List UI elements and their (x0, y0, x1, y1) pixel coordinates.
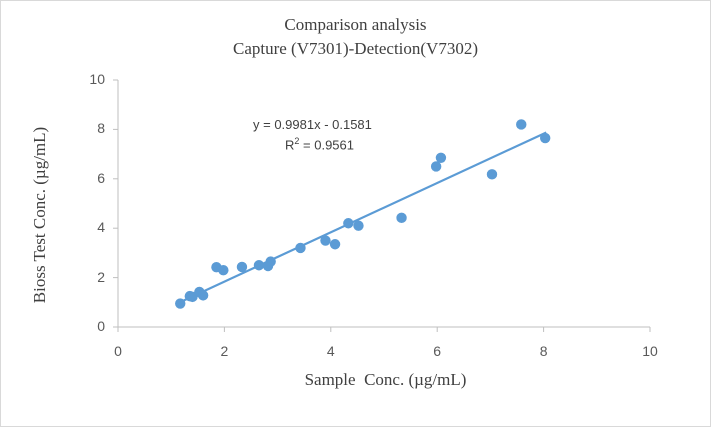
chart-subtitle: Capture (V7301)-Detection(V7302) (232, 39, 478, 58)
x-tick-label: 2 (220, 343, 229, 359)
y-tick-label: 0 (97, 318, 105, 334)
y-tick-label: 4 (97, 219, 105, 236)
trendline (181, 131, 547, 303)
x-tick-label: 6 (433, 343, 442, 359)
data-point (343, 218, 354, 229)
y-tick-label: 10 (89, 71, 105, 87)
data-point (353, 220, 364, 231)
data-point (430, 161, 442, 172)
r-squared-sup: 2 (294, 136, 300, 146)
data-point (396, 212, 407, 224)
trendline-equation: y = 0.9981x - 0.1581 (253, 117, 372, 132)
data-point (197, 290, 209, 301)
r-squared-r: R (285, 137, 295, 153)
r-squared-label: R2 = 0.9561 (285, 136, 354, 152)
data-point (265, 256, 276, 267)
data-point (295, 242, 306, 254)
data-point (218, 264, 229, 276)
data-point (175, 298, 186, 309)
y-axis-label: Bioss Test Conc. (µg/mL) (30, 126, 49, 304)
data-point (435, 152, 447, 164)
x-tick-label: 10 (642, 343, 658, 359)
x-tick-label: 8 (539, 343, 548, 359)
r-squared-value: = 0.9561 (299, 137, 354, 153)
x-tick-label: 4 (326, 343, 335, 359)
y-tick-label: 8 (97, 120, 105, 137)
data-point (320, 235, 331, 246)
data-point (486, 169, 498, 180)
chart-title: Comparison analysis (284, 15, 427, 34)
data-point (253, 260, 265, 271)
data-point (539, 132, 551, 144)
data-point (236, 261, 248, 273)
x-axis-label: Sample Conc. (µg/mL) (304, 370, 467, 389)
x-tick-label: 0 (114, 343, 122, 359)
y-tick-label: 2 (97, 268, 105, 285)
data-point (329, 239, 341, 250)
data-point (516, 119, 527, 130)
y-tick-label: 6 (97, 169, 105, 186)
